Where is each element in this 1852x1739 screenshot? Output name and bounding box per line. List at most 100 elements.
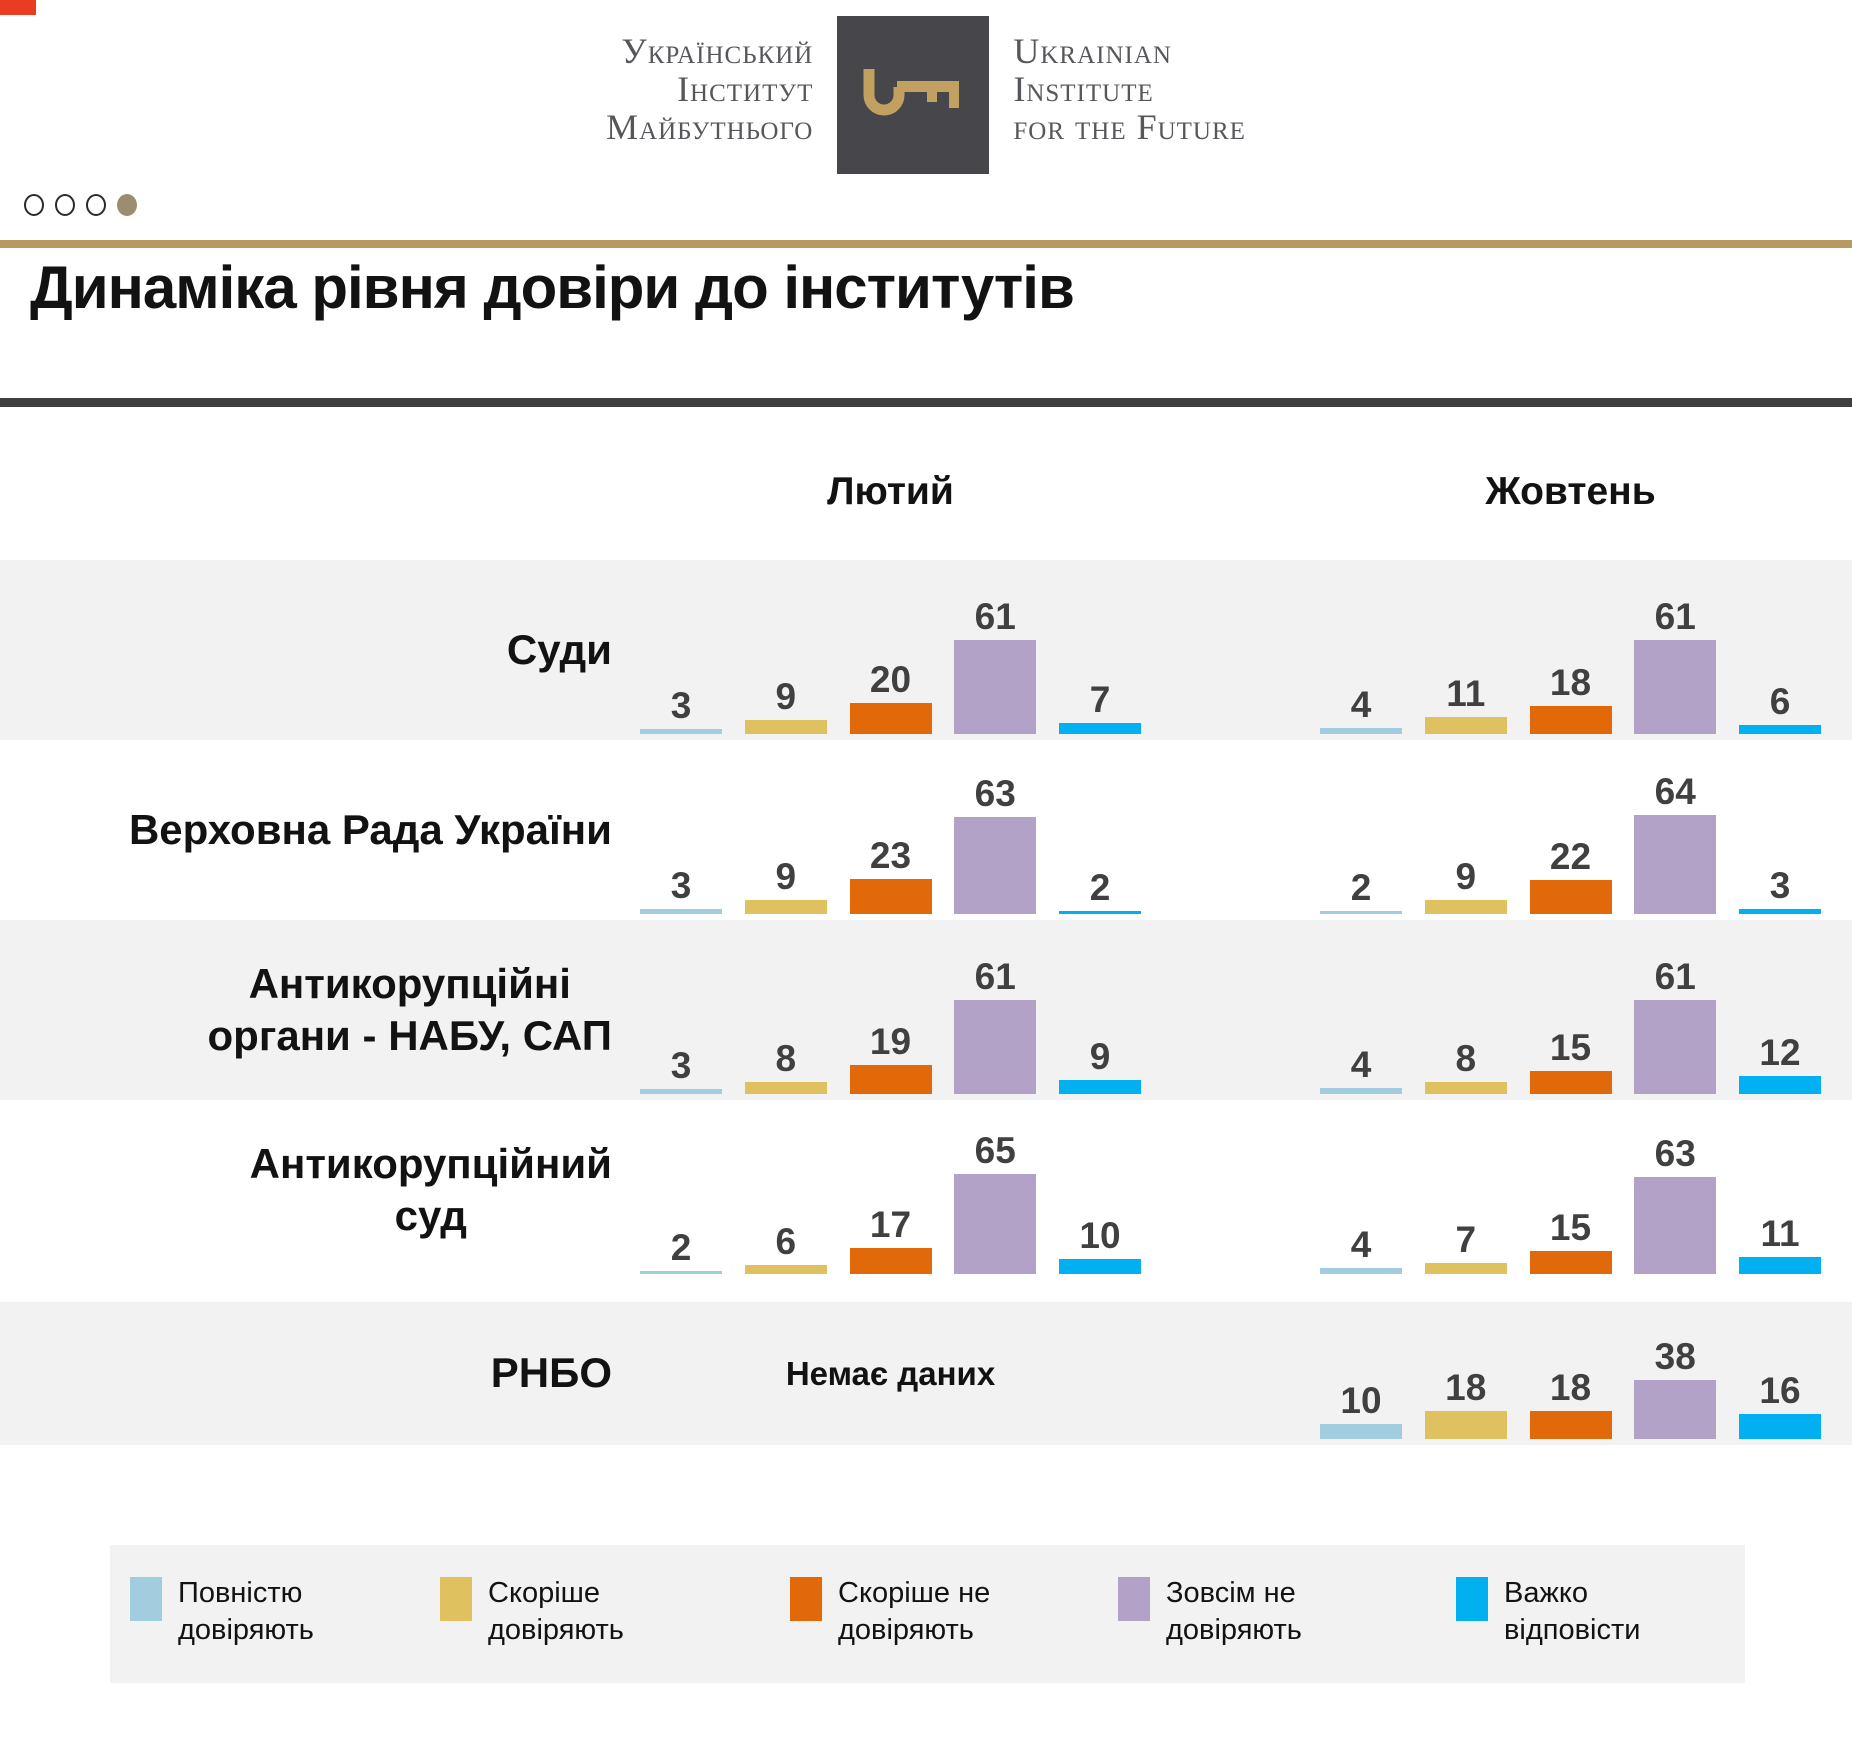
legend-label-line: довіряють	[178, 1614, 314, 1646]
row-label-line: Антикорупційні	[248, 959, 571, 1007]
bar-slot: 4	[1320, 686, 1402, 734]
carousel-dot-active[interactable]	[117, 194, 137, 216]
bar-slot: 61	[1634, 598, 1717, 734]
bar-value: 4	[1350, 1043, 1372, 1085]
bar-value: 3	[670, 865, 692, 907]
logo-en-line: for the Future	[1013, 107, 1246, 147]
bar-value: 61	[1654, 956, 1696, 998]
bar-value: 7	[1089, 679, 1111, 721]
bar-value: 11	[1760, 1213, 1800, 1255]
logo-text-english: Ukrainian Institute for the Future	[1013, 16, 1246, 146]
bar-slot: 2	[1320, 866, 1402, 914]
row-label-line: органи - НАБУ, САП	[207, 1012, 612, 1059]
bar-rather-trust	[744, 720, 827, 734]
bar-slot: 7	[1059, 681, 1141, 734]
bar-fully-distrust	[1634, 1000, 1717, 1094]
bar-value: 3	[670, 685, 692, 727]
column-header-february: Лютий	[827, 470, 954, 513]
bar-fully-distrust	[1634, 815, 1717, 914]
bar-slot: 18	[1424, 1367, 1507, 1439]
column-header-october: Жовтень	[1485, 470, 1656, 513]
bar-fully-trust	[1320, 1087, 1402, 1094]
bar-value: 3	[1769, 865, 1791, 907]
chart-rows: Суди 3 9 20 61 7 4 11 18 61 6 Верховна Рада України…	[0, 560, 1852, 1445]
bar-value: 15	[1549, 1026, 1592, 1068]
bar-value: 2	[670, 1226, 692, 1268]
red-corner-mark	[0, 0, 36, 15]
bar-rather-distrust	[1529, 1070, 1612, 1094]
bar-rather-trust	[744, 1081, 827, 1094]
bar-fully-trust	[640, 729, 722, 734]
carousel-dot[interactable]	[55, 194, 75, 216]
row-rnbo: РНБО Немає даних 10 18 18 38 16	[0, 1302, 1852, 1445]
bar-rather-trust	[1424, 717, 1507, 734]
bar-value: 6	[775, 1220, 797, 1262]
bar-value: 4	[1350, 683, 1372, 725]
bar-slot: 22	[1529, 838, 1612, 914]
bar-slot: 63	[1634, 1135, 1717, 1274]
legend-item-rather-distrust: Скоріше не довіряють	[790, 1575, 990, 1649]
carousel-dot[interactable]	[86, 194, 106, 216]
legend-label: Зовсім не довіряють	[1166, 1575, 1302, 1649]
bar-value: 8	[775, 1037, 797, 1079]
bar-value: 10	[1340, 1379, 1382, 1421]
row-label-courts: Суди	[0, 560, 612, 740]
bar-slot: 3	[1739, 867, 1821, 914]
bar-rather-trust	[1424, 900, 1507, 914]
bar-slot: 8	[744, 1037, 827, 1094]
bar-slot: 7	[1424, 1219, 1507, 1274]
bars: 3 9 20 61 7	[640, 598, 1141, 734]
bars: 4 8 15 61 12	[1320, 958, 1821, 1094]
bar-group-anticorruption-court-feb: 2 6 17 65 10	[640, 1100, 1141, 1280]
row-anticorruption-court: Антикорупційний суд 2 6 17 65 10 4 7 15 63 11	[0, 1100, 1852, 1280]
legend-label: Скоріше не довіряють	[838, 1575, 990, 1649]
bar-slot: 38	[1634, 1336, 1717, 1439]
logo-header: Український Інститут Майбутнього Ukraini…	[0, 16, 1852, 174]
bar-value: 63	[974, 772, 1016, 814]
bars: 2 6 17 65 10	[640, 1132, 1141, 1274]
bar-value: 7	[1455, 1219, 1477, 1261]
bar-group-rnbo-oct: 10 18 18 38 16	[1320, 1302, 1821, 1445]
bar-fully-distrust	[954, 816, 1037, 914]
bar-value: 2	[1350, 866, 1372, 908]
bar-value: 65	[974, 1129, 1016, 1171]
bar-slot: 3	[640, 687, 722, 734]
bar-value: 61	[974, 956, 1016, 998]
bar-slot: 20	[849, 661, 932, 734]
bar-group-anticorruption-bodies-feb: 3 8 19 61 9	[640, 920, 1141, 1100]
legend-label: Скоріше довіряють	[488, 1575, 624, 1649]
logo-en-line: Institute	[1013, 69, 1154, 109]
bar-slot: 63	[954, 772, 1037, 914]
carousel-dot[interactable]	[24, 194, 44, 216]
row-label-anticorruption-bodies: Антикорупційні органи - НАБУ, САП	[0, 920, 612, 1100]
bar-slot: 18	[1529, 1369, 1612, 1439]
bar-value: 19	[869, 1020, 912, 1062]
bar-slot: 4	[1320, 1226, 1402, 1274]
bar-hard-to-answer	[1739, 724, 1821, 734]
bar-value: 11	[1446, 673, 1486, 715]
bar-rather-distrust	[1529, 880, 1612, 914]
bar-slot: 11	[1424, 673, 1507, 734]
legend-swatch-hard-to-answer	[1456, 1577, 1488, 1621]
bar-hard-to-answer	[1739, 1414, 1821, 1439]
legend-label-line: Скоріше	[488, 1577, 601, 1609]
key-icon	[863, 69, 960, 116]
legend-item-hard-to-answer: Важко відповісти	[1456, 1575, 1640, 1649]
bar-fully-trust	[1320, 727, 1402, 734]
bar-slot: 8	[1424, 1040, 1507, 1094]
bar-slot: 9	[744, 678, 827, 734]
bar-slot: 65	[954, 1129, 1037, 1274]
bars: 3 8 19 61 9	[640, 958, 1141, 1094]
logo-uk-line: Майбутнього	[606, 107, 814, 147]
legend-label-line: відповісти	[1504, 1614, 1641, 1646]
bar-value: 18	[1445, 1367, 1487, 1409]
bar-hard-to-answer	[1739, 909, 1821, 914]
bar-value: 38	[1654, 1336, 1696, 1378]
bar-fully-trust	[640, 909, 722, 914]
bars: 2 9 22 64 3	[1320, 773, 1821, 914]
bar-slot: 23	[849, 837, 932, 914]
legend: Повністю довіряють Скоріше довіряють Скоріше…	[110, 1545, 1745, 1683]
bar-rather-trust	[744, 900, 827, 914]
row-label-rnbo: РНБО	[0, 1302, 612, 1445]
